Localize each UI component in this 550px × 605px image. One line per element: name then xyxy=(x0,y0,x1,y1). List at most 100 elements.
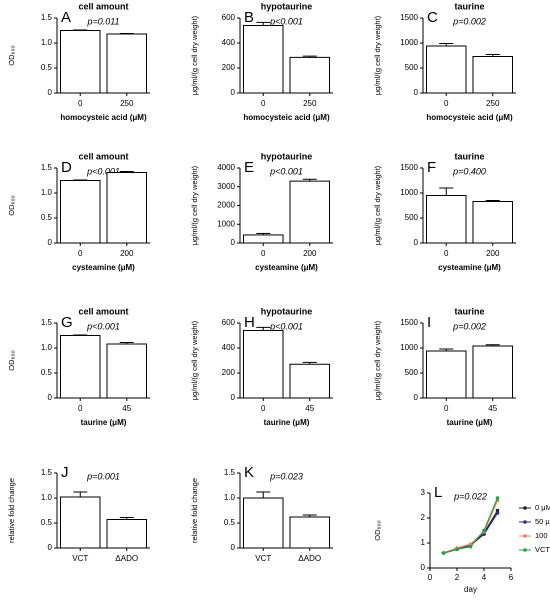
x-axis-label: homocysteic acid (μM) xyxy=(60,113,147,122)
y-tick-label: 0.5 xyxy=(41,213,53,222)
y-tick-label: 0 xyxy=(231,88,236,97)
x-tick-label: 4 xyxy=(482,573,487,582)
panel-label: I xyxy=(427,314,431,331)
y-tick-label: 0 xyxy=(48,88,53,97)
legend-label: 50 μM xyxy=(535,517,550,526)
bar xyxy=(59,496,101,549)
x-tick-label: 0 xyxy=(261,99,266,108)
y-tick-label: 1000 xyxy=(217,219,235,228)
bar xyxy=(425,350,467,399)
p-value: p<0.001 xyxy=(86,321,120,331)
legend-label: 0 μM xyxy=(535,503,550,512)
y-tick-label: 1.5 xyxy=(41,318,53,327)
y-tick-label: 0 xyxy=(48,543,53,552)
data-point xyxy=(495,496,500,500)
p-value: p=0.022 xyxy=(453,491,487,501)
legend-marker xyxy=(523,506,527,510)
bar xyxy=(472,56,514,94)
y-axis-label: μg/ml/(g cell dry weight) xyxy=(190,320,199,400)
y-tick-label: 1.0 xyxy=(41,38,53,47)
y-axis-label: μg/ml/(g cell dry weight) xyxy=(190,165,199,245)
y-tick-label: 500 xyxy=(405,213,419,222)
bar xyxy=(472,201,514,244)
panel-label: L xyxy=(434,484,442,501)
bar xyxy=(106,33,148,94)
y-axis-label: OD₆₀₀ xyxy=(7,45,16,66)
x-tick-label: 200 xyxy=(486,249,500,258)
y-tick-label: 0 xyxy=(231,238,236,247)
chart-title: cell amount xyxy=(78,151,128,161)
panel-label: A xyxy=(61,9,71,26)
bar xyxy=(59,30,101,94)
y-tick-label: 500 xyxy=(405,368,419,377)
panel-label: J xyxy=(61,464,69,481)
x-axis-label: cysteamine (μM) xyxy=(72,263,135,272)
panel-label: C xyxy=(427,9,438,26)
data-point xyxy=(441,551,446,555)
legend-label: VCT xyxy=(535,545,550,554)
y-tick-label: 600 xyxy=(222,318,236,327)
y-tick-label: 1500 xyxy=(400,318,418,327)
panel-label: H xyxy=(244,314,255,331)
y-tick-label: 1000 xyxy=(400,343,418,352)
x-tick-label: 6 xyxy=(509,573,514,582)
y-tick-label: 1.0 xyxy=(41,343,53,352)
y-axis-label: relative fold change xyxy=(190,478,199,543)
chart-title: taurine xyxy=(454,151,484,161)
bar xyxy=(289,56,331,94)
x-tick-label: 250 xyxy=(486,99,500,108)
p-value: p<0.001 xyxy=(86,166,120,176)
data-point xyxy=(468,544,473,549)
x-tick-label: 0 xyxy=(444,99,449,108)
y-tick-label: 600 xyxy=(222,13,236,22)
y-axis-label: relative fold change xyxy=(7,478,16,543)
y-axis-label: μg/ml/(g cell dry weight) xyxy=(190,15,199,95)
y-tick-label: 0 xyxy=(414,393,419,402)
data-point xyxy=(482,528,486,533)
x-tick-label: 45 xyxy=(122,404,131,413)
panel-label: G xyxy=(61,314,73,331)
chart-title: cell amount xyxy=(78,1,128,11)
x-tick-label: 0 xyxy=(78,99,83,108)
y-tick-label: 4000 xyxy=(217,163,235,172)
legend-marker xyxy=(523,520,527,524)
y-tick-label: 0.5 xyxy=(224,518,236,527)
x-tick-label: 0 xyxy=(444,249,449,258)
x-tick-label: 200 xyxy=(120,249,134,258)
x-tick-label: 0 xyxy=(78,404,83,413)
legend-label: 100 μM xyxy=(535,531,550,540)
chart-title: hypotaurine xyxy=(261,306,313,316)
x-tick-label: 200 xyxy=(303,249,317,258)
x-axis-label: homocysteic acid (μM) xyxy=(243,113,330,122)
y-tick-label: 0.5 xyxy=(41,63,53,72)
chart-title: taurine xyxy=(454,306,484,316)
data-point xyxy=(455,547,459,552)
p-value: p<0.001 xyxy=(269,16,303,26)
bar xyxy=(472,345,514,399)
p-value: p=0.023 xyxy=(269,471,303,481)
p-value: p=0.001 xyxy=(86,471,120,481)
y-axis-label: μg/ml/(g cell dry weight) xyxy=(373,15,382,95)
bar xyxy=(289,180,331,244)
y-tick-label: 0 xyxy=(48,393,53,402)
panel-label: K xyxy=(244,464,254,481)
p-value: p=0.011 xyxy=(86,16,119,26)
y-tick-label: 1.5 xyxy=(41,13,53,22)
x-tick-label: 45 xyxy=(305,404,314,413)
bar xyxy=(289,363,331,399)
y-axis-label: OD₆₀₀ xyxy=(7,350,16,371)
chart-title: hypotaurine xyxy=(261,1,313,11)
y-tick-label: 0 xyxy=(414,88,419,97)
bar xyxy=(242,497,284,549)
y-tick-label: 1.0 xyxy=(41,188,53,197)
x-tick-label: VCT xyxy=(72,554,88,563)
p-value: p=0.400 xyxy=(452,166,486,176)
y-axis-label: OD₆₀₀ xyxy=(7,195,16,216)
bar xyxy=(242,234,284,244)
y-tick-label: 1500 xyxy=(400,13,418,22)
bar xyxy=(425,45,467,94)
y-tick-label: 1000 xyxy=(400,188,418,197)
x-tick-label: VCT xyxy=(255,554,271,563)
bar xyxy=(242,25,284,94)
y-tick-label: 1.5 xyxy=(41,468,53,477)
